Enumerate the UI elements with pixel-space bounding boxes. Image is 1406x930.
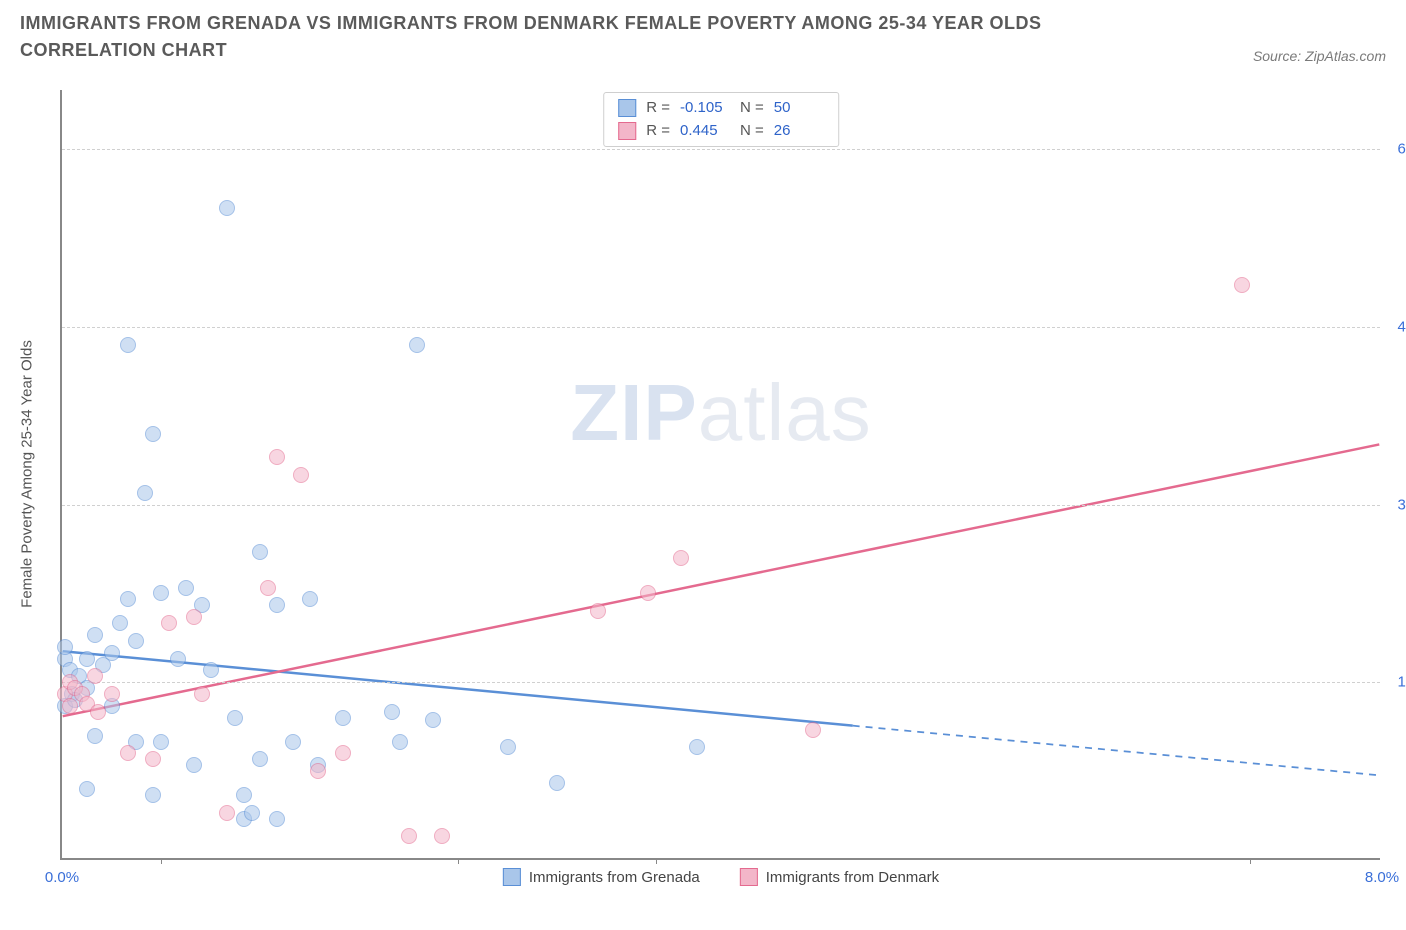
scatter-point-grenada	[186, 757, 202, 773]
n-value: 26	[774, 120, 824, 143]
scatter-point-grenada	[79, 781, 95, 797]
scatter-point-grenada	[120, 591, 136, 607]
scatter-point-denmark	[640, 585, 656, 601]
scatter-point-grenada	[269, 597, 285, 613]
trendline-denmark	[63, 444, 1380, 716]
scatter-chart: ZIPatlas Female Poverty Among 25-34 Year…	[60, 90, 1380, 860]
gridline	[62, 327, 1380, 328]
legend-item-grenada: Immigrants from Grenada	[503, 868, 700, 886]
r-label: R =	[646, 120, 670, 143]
trendline-ext-grenada	[853, 726, 1380, 776]
scatter-point-grenada	[500, 739, 516, 755]
x-tick-label: 0.0%	[45, 869, 79, 886]
swatch-icon	[740, 868, 758, 886]
scatter-point-grenada	[79, 651, 95, 667]
scatter-point-grenada	[104, 645, 120, 661]
scatter-point-grenada	[236, 787, 252, 803]
x-tick-label: 8.0%	[1365, 869, 1399, 886]
gridline	[62, 682, 1380, 683]
scatter-point-grenada	[153, 585, 169, 601]
scatter-point-grenada	[112, 615, 128, 631]
swatch-icon	[503, 868, 521, 886]
scatter-point-grenada	[252, 544, 268, 560]
scatter-point-denmark	[293, 467, 309, 483]
scatter-point-grenada	[137, 485, 153, 501]
scatter-point-denmark	[310, 763, 326, 779]
legend-stats: R = -0.105 N = 50 R = 0.445 N = 26	[603, 92, 839, 147]
scatter-point-denmark	[269, 449, 285, 465]
scatter-point-grenada	[252, 751, 268, 767]
scatter-point-denmark	[120, 745, 136, 761]
x-tick-mark	[656, 858, 657, 864]
r-value: -0.105	[680, 97, 730, 120]
n-label: N =	[740, 120, 764, 143]
legend-label: Immigrants from Denmark	[766, 869, 939, 886]
scatter-point-grenada	[335, 710, 351, 726]
scatter-point-denmark	[805, 722, 821, 738]
swatch-icon	[618, 122, 636, 140]
scatter-point-grenada	[285, 734, 301, 750]
scatter-point-grenada	[409, 337, 425, 353]
r-value: 0.445	[680, 120, 730, 143]
scatter-point-grenada	[203, 662, 219, 678]
y-tick-label: 30.0%	[1385, 496, 1406, 513]
scatter-point-denmark	[590, 603, 606, 619]
scatter-point-denmark	[194, 686, 210, 702]
scatter-point-denmark	[1234, 277, 1250, 293]
x-tick-mark	[458, 858, 459, 864]
scatter-point-denmark	[87, 668, 103, 684]
scatter-point-grenada	[128, 633, 144, 649]
source-label: Source: ZipAtlas.com	[1253, 48, 1386, 64]
legend-label: Immigrants from Grenada	[529, 869, 700, 886]
scatter-point-grenada	[244, 805, 260, 821]
scatter-point-grenada	[120, 337, 136, 353]
legend-stats-row-grenada: R = -0.105 N = 50	[618, 97, 824, 120]
scatter-point-denmark	[434, 828, 450, 844]
n-label: N =	[740, 97, 764, 120]
y-tick-label: 45.0%	[1385, 318, 1406, 335]
scatter-point-denmark	[90, 704, 106, 720]
scatter-point-grenada	[145, 426, 161, 442]
scatter-point-grenada	[227, 710, 243, 726]
x-tick-mark	[1250, 858, 1251, 864]
scatter-point-denmark	[145, 751, 161, 767]
scatter-point-grenada	[425, 712, 441, 728]
gridline	[62, 505, 1380, 506]
scatter-point-denmark	[219, 805, 235, 821]
scatter-point-grenada	[549, 775, 565, 791]
trend-lines	[62, 90, 1380, 858]
scatter-point-grenada	[57, 639, 73, 655]
scatter-point-grenada	[87, 728, 103, 744]
swatch-icon	[618, 99, 636, 117]
scatter-point-denmark	[186, 609, 202, 625]
y-tick-label: 15.0%	[1385, 674, 1406, 691]
scatter-point-denmark	[104, 686, 120, 702]
y-tick-label: 60.0%	[1385, 141, 1406, 158]
scatter-point-grenada	[269, 811, 285, 827]
scatter-point-grenada	[384, 704, 400, 720]
scatter-point-denmark	[335, 745, 351, 761]
legend-series: Immigrants from Grenada Immigrants from D…	[503, 868, 939, 886]
x-tick-mark	[161, 858, 162, 864]
legend-stats-row-denmark: R = 0.445 N = 26	[618, 120, 824, 143]
n-value: 50	[774, 97, 824, 120]
y-axis-label: Female Poverty Among 25-34 Year Olds	[19, 340, 36, 608]
scatter-point-denmark	[161, 615, 177, 631]
scatter-point-grenada	[170, 651, 186, 667]
r-label: R =	[646, 97, 670, 120]
scatter-point-grenada	[219, 200, 235, 216]
gridline	[62, 149, 1380, 150]
scatter-point-grenada	[178, 580, 194, 596]
scatter-point-grenada	[392, 734, 408, 750]
scatter-point-denmark	[401, 828, 417, 844]
scatter-point-denmark	[673, 550, 689, 566]
scatter-point-denmark	[260, 580, 276, 596]
scatter-point-grenada	[145, 787, 161, 803]
scatter-point-grenada	[689, 739, 705, 755]
legend-item-denmark: Immigrants from Denmark	[740, 868, 939, 886]
scatter-point-grenada	[87, 627, 103, 643]
scatter-point-grenada	[153, 734, 169, 750]
scatter-point-grenada	[302, 591, 318, 607]
chart-title: IMMIGRANTS FROM GRENADA VS IMMIGRANTS FR…	[20, 10, 1120, 64]
